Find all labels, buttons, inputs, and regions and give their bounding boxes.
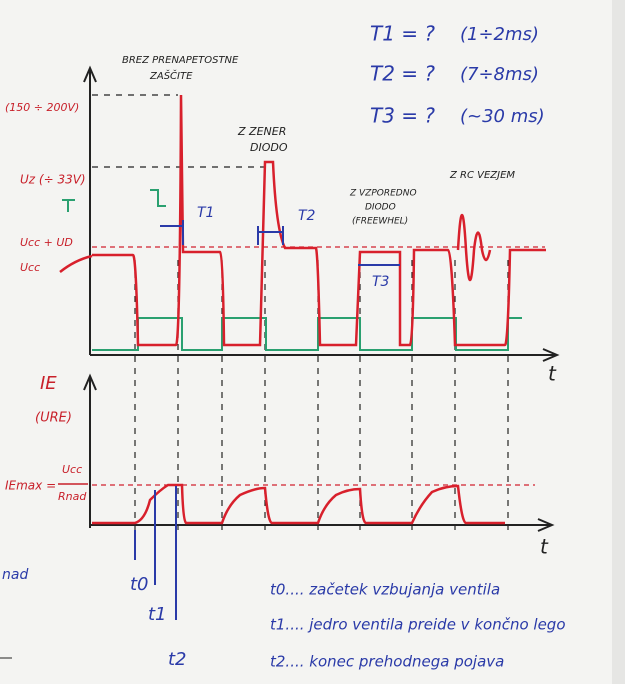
legend-entry: t0.... začetek vzbujanja ventila [270,581,500,599]
case-label: BREZ PRENAPETOSTNE [122,55,239,66]
case-label: DIODO [250,141,288,154]
whiteboard: T1 = ? (1÷2ms) T2 = ? (7÷8ms) T3 = ? (~3… [0,0,625,684]
level-label: Uz (÷ 33V) [20,173,86,187]
time-label: T3 = ? [370,104,435,128]
axis-label: t [548,362,557,386]
max-numerator: Ucc [62,463,82,476]
case-label: Z RC VEZJEM [449,170,515,181]
level-label: Ucc + UD [20,236,73,249]
board-edge [612,0,625,684]
y-sublabel: (URE) [35,411,72,426]
time-range: (1÷2ms) [460,24,539,45]
instant-label: t1 [148,604,167,625]
level-label: Ucc [20,261,40,274]
legend-entry: t1.... jedro ventila preide v končno leg… [270,616,566,634]
instant-label: t2 [168,649,187,670]
edge-text: nad [2,567,28,583]
legend-entry: t2.... konec prehodnega pojava [270,653,504,671]
time-range: (~30 ms) [460,106,545,127]
interval-label: T1 [197,205,214,221]
case-label: Z VZPOREDNO [349,189,417,199]
time-label: T2 = ? [370,62,435,86]
max-label: IEmax = [5,479,56,493]
axis-label: t [540,535,549,559]
case-label: DIODO [365,203,396,213]
case-label: (FREEWHEL) [352,217,408,227]
time-range: (7÷8ms) [460,64,539,85]
interval-label: T3 [372,274,389,290]
time-label: T1 = ? [370,22,435,46]
case-label: Z ZENER [237,125,286,138]
instant-label: t0 [130,574,149,595]
y-label: IE [40,373,57,394]
interval-label: T2 [298,208,316,224]
case-label: ZAŠČITE [149,69,193,82]
max-denominator: Rnad [58,490,87,503]
level-label: (150 ÷ 200V) [5,101,79,114]
